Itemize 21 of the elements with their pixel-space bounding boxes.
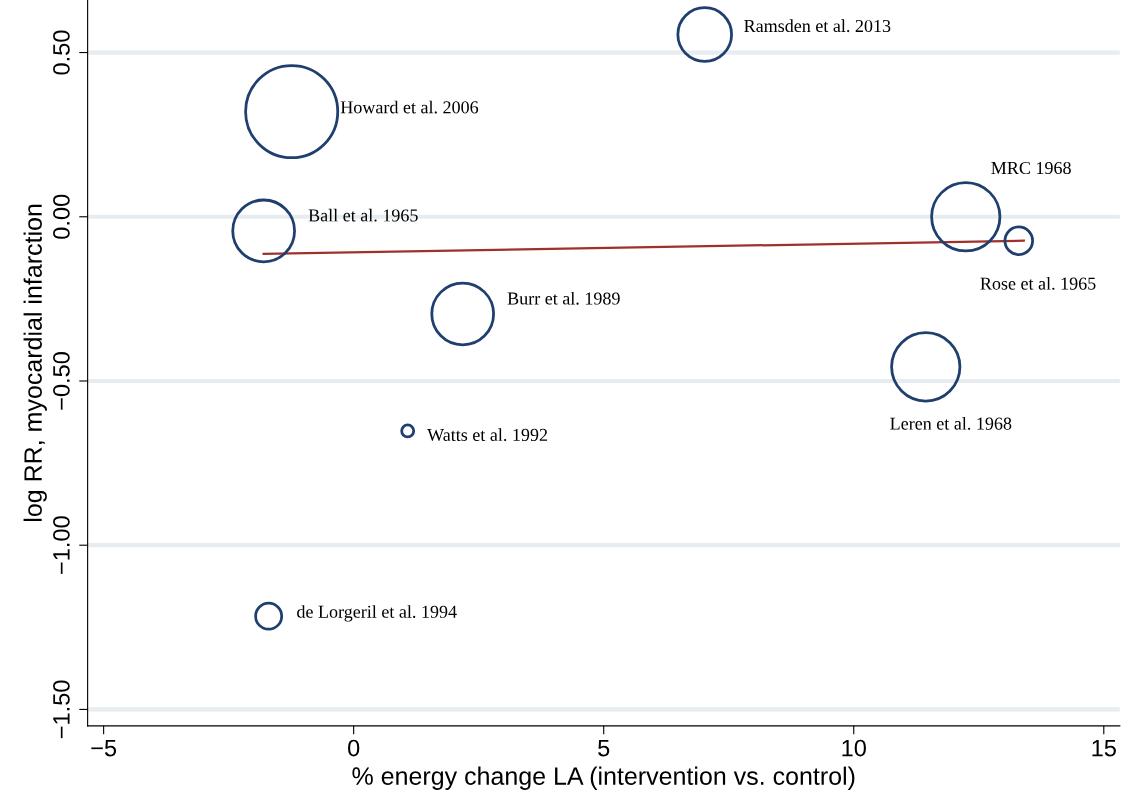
annotation: Watts et al. 1992 (427, 428, 548, 442)
x-tick-label: 15 (1092, 739, 1116, 757)
y-tick-label: −0.50 (53, 352, 70, 410)
y-tick-label: 0.00 (53, 194, 70, 239)
x-tick-label: 10 (842, 739, 866, 757)
x-tick-label: 5 (598, 739, 610, 757)
x-tick-label: 0 (348, 739, 360, 757)
annotation: Howard et al. 2006 (340, 100, 479, 114)
annotation: Ball et al. 1965 (308, 208, 418, 222)
y-tick-label: −1.00 (53, 516, 70, 574)
annotation: Burr et al. 1989 (507, 291, 620, 305)
annotation: Leren et al. 1968 (890, 417, 1012, 430)
y-tick-label: 0.50 (53, 30, 70, 75)
annotation: Ramsden et al. 2013 (744, 19, 891, 33)
x-axis-title: % energy change LA (intervention vs. control) (352, 766, 855, 790)
annotation: de Lorgeril et al. 1994 (297, 605, 457, 622)
annotation: MRC 1968 (991, 161, 1071, 175)
x-tick-label: −5 (91, 739, 117, 757)
annotation: Rose et al. 1965 (980, 277, 1096, 290)
y-tick-label: −1.50 (53, 680, 70, 739)
y-axis-title: log RR, myocardial infarction (23, 204, 47, 522)
